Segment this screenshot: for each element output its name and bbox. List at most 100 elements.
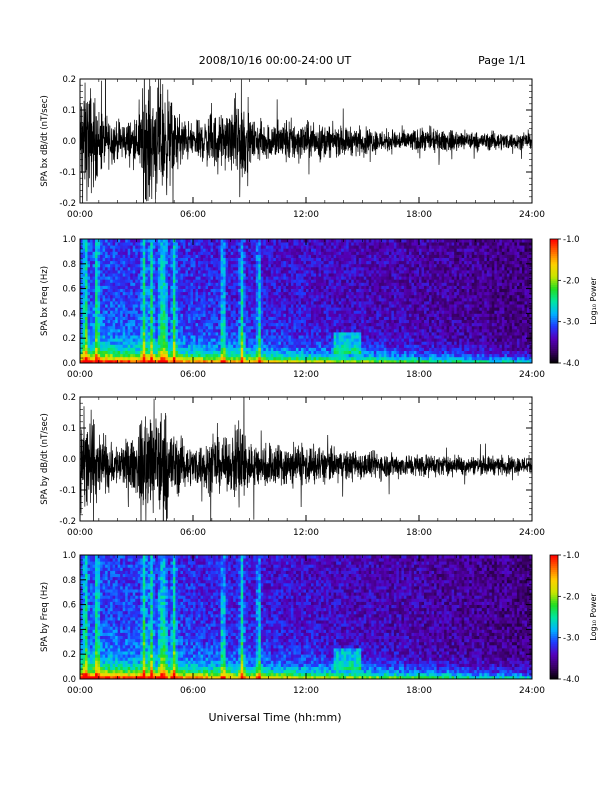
spectrogram-cell <box>157 353 161 358</box>
spectrogram-cell <box>130 328 134 333</box>
spectrogram-cell <box>235 356 239 361</box>
spectrogram-cell <box>263 273 267 277</box>
spectrogram-cell <box>373 301 377 305</box>
spectrogram-cell <box>293 350 297 355</box>
spectrogram-cell <box>321 285 324 289</box>
spectrogram-cell <box>80 273 83 277</box>
spectrogram-cell <box>180 347 184 351</box>
spectrogram-cell <box>200 288 204 293</box>
spectrogram-cell <box>306 313 309 317</box>
spectrogram-cell <box>248 291 252 296</box>
spectrogram-cell <box>198 254 201 258</box>
spectrogram-cell <box>333 294 337 299</box>
spectrogram-cell <box>122 285 126 289</box>
spectrogram-cell <box>368 356 372 361</box>
spectrogram-cell <box>213 242 216 246</box>
spectrogram-cell <box>147 294 151 299</box>
spectrogram-cell <box>107 273 111 277</box>
spectrogram-cell <box>371 276 375 280</box>
spectrogram-cell <box>140 254 144 258</box>
spectrogram-cell <box>373 248 377 252</box>
spectrogram-cell <box>351 260 355 265</box>
spectrogram-cell <box>120 338 124 342</box>
spectrogram-cell <box>306 344 309 348</box>
spectrogram-cell <box>353 335 357 339</box>
spectrogram-cell <box>190 344 194 348</box>
spectrogram-cell <box>303 270 307 274</box>
spectrogram-cell <box>253 353 257 358</box>
spectrogram-cell <box>381 307 385 311</box>
spectrogram-cell <box>268 288 272 293</box>
spectrogram-cell <box>225 294 229 299</box>
spectrogram-cell <box>172 242 176 246</box>
spectrogram-cell <box>326 263 329 268</box>
spectrogram-cell <box>290 273 294 277</box>
spectrogram-cell <box>321 294 324 299</box>
spectrogram-cell <box>371 297 375 302</box>
spectrogram-cell <box>351 279 355 283</box>
spectrogram-cell <box>135 313 139 317</box>
spectrogram-cell <box>142 263 146 268</box>
spectrogram-cell <box>112 338 116 342</box>
spectrogram-cell <box>193 266 196 271</box>
spectrogram-cell <box>383 325 387 330</box>
spectrogram-cell <box>112 297 116 302</box>
spectrogram-cell <box>95 242 98 246</box>
spectrogram-cell <box>210 332 214 336</box>
spectrogram-cell <box>140 304 144 308</box>
spectrogram-cell <box>326 304 329 308</box>
spectrogram-cell <box>85 328 88 333</box>
spectrogram-cell <box>321 325 324 330</box>
spectrogram-cell <box>328 273 332 277</box>
spectrogram-cell <box>323 350 327 355</box>
spectrogram-cell <box>230 310 234 314</box>
spectrogram-cell <box>165 313 169 317</box>
spectrogram-cell <box>177 307 181 311</box>
spectrogram-cell <box>300 335 304 339</box>
spectrogram-cell <box>263 263 267 268</box>
spectrogram-cell <box>258 322 262 327</box>
spectrogram-cell <box>213 263 216 268</box>
spectrogram-cell <box>373 341 377 345</box>
spectrogram-cell <box>248 319 252 324</box>
spectrogram-cell <box>157 341 161 345</box>
spectrogram-cell <box>255 279 259 283</box>
spectrogram-cell <box>283 319 287 324</box>
spectrogram-cell <box>228 245 232 249</box>
spectrogram-cell <box>255 260 259 265</box>
spectrogram-cell <box>235 347 239 351</box>
spectrogram-cell <box>243 270 247 274</box>
spectrogram-cell <box>107 356 111 361</box>
spectrogram-cell <box>145 276 149 280</box>
spectrogram-cell <box>112 359 116 364</box>
spectrogram-cell <box>228 325 232 330</box>
spectrogram-cell <box>115 316 119 320</box>
spectrogram-cell <box>182 344 186 348</box>
spectrogram-cell <box>366 285 370 289</box>
spectrogram-cell <box>100 288 103 293</box>
spectrogram-cell <box>92 297 96 302</box>
spectrogram-cell <box>250 276 254 280</box>
spectrogram-cell <box>303 322 307 327</box>
spectrogram-cell <box>200 353 204 358</box>
spectrogram-cell <box>290 242 294 246</box>
spectrogram-cell <box>160 260 164 265</box>
spectrogram-cell <box>318 279 322 283</box>
spectrogram-cell <box>132 248 136 252</box>
spectrogram-cell <box>278 276 282 280</box>
spectrogram-cell <box>265 279 269 283</box>
spectrogram-cell <box>122 335 126 339</box>
spectrogram-cell <box>313 319 317 324</box>
spectrogram-cell <box>215 260 219 265</box>
spectrogram-cell <box>215 282 219 286</box>
spectrogram-cell <box>147 263 151 268</box>
spectrogram-cell <box>368 248 372 252</box>
spectrogram-cell <box>366 248 370 252</box>
spectrogram-cell <box>343 239 347 243</box>
spectrogram-cell <box>318 254 322 258</box>
spectrogram-cell <box>263 325 267 330</box>
spectrogram-cell <box>273 260 277 265</box>
spectrogram-cell <box>311 304 314 308</box>
spectrogram-cell <box>182 313 186 317</box>
spectrogram-cell <box>306 332 309 336</box>
